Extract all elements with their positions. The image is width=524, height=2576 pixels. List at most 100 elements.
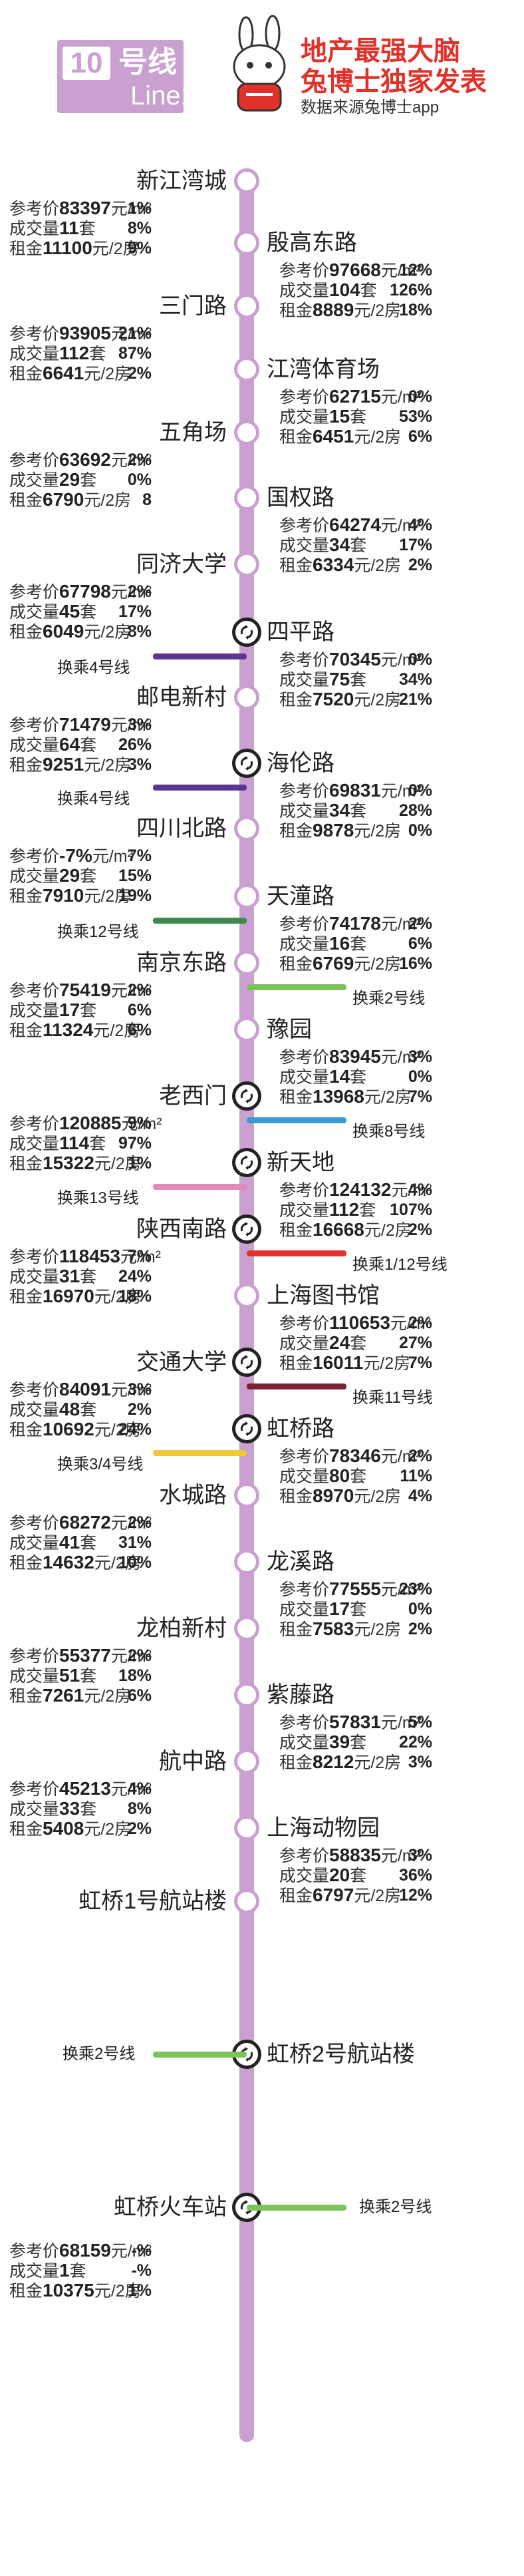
stat-value: 9251 bbox=[43, 754, 84, 775]
stat-value: 51 bbox=[59, 1665, 80, 1686]
station-marker[interactable] bbox=[234, 1616, 259, 1641]
stat-value: 6790 bbox=[43, 489, 84, 510]
stat-ref: 参考价124132元/m² bbox=[279, 1180, 432, 1200]
stat-change: 9% bbox=[127, 1114, 152, 1133]
stat-rent: 租金7520元/2房 bbox=[279, 689, 401, 710]
station-name[interactable]: 四川北路 bbox=[136, 816, 227, 841]
stat-rent: 租金8212元/2房 bbox=[279, 1752, 401, 1773]
station-marker[interactable] bbox=[234, 1749, 259, 1774]
station-name[interactable]: 海伦路 bbox=[267, 751, 334, 776]
station-name[interactable]: 三门路 bbox=[159, 293, 227, 319]
transfer-station-icon[interactable] bbox=[232, 1348, 261, 1377]
stat-unit: 套 bbox=[78, 220, 96, 238]
stat-value: 84091 bbox=[59, 1379, 111, 1399]
station-marker[interactable] bbox=[234, 1017, 259, 1042]
station-name[interactable]: 交通大学 bbox=[136, 1350, 227, 1375]
stat-change: 0% bbox=[408, 821, 432, 840]
stat-change: 18% bbox=[398, 301, 432, 319]
station-name[interactable]: 南京东路 bbox=[136, 950, 227, 976]
station-marker[interactable] bbox=[234, 1483, 259, 1508]
transfer-station-icon[interactable] bbox=[232, 1148, 261, 1177]
stat-unit: 套 bbox=[89, 345, 106, 363]
stat-label: 参考价 bbox=[279, 1181, 330, 1200]
station-name[interactable]: 新江湾城 bbox=[136, 168, 227, 194]
station-marker[interactable] bbox=[234, 230, 259, 256]
stat-unit: 元/m² bbox=[380, 782, 422, 801]
stat-value: 9878 bbox=[313, 820, 354, 840]
stat-value: 7261 bbox=[43, 1685, 84, 1706]
station-name[interactable]: 五角场 bbox=[159, 420, 227, 445]
station-marker[interactable] bbox=[234, 685, 259, 710]
stat-ref: 参考价67798元/m² bbox=[9, 582, 152, 602]
stat-deal: 成交量34套 bbox=[279, 801, 366, 821]
stat-label: 参考价 bbox=[9, 325, 60, 343]
transfer-station-icon[interactable] bbox=[232, 2040, 261, 2069]
stat-value: 7910 bbox=[43, 885, 84, 906]
transfer-line bbox=[153, 653, 247, 659]
station-name[interactable]: 豫园 bbox=[267, 1017, 312, 1042]
station-name[interactable]: 陕西南路 bbox=[136, 1216, 227, 1242]
station-marker[interactable] bbox=[234, 884, 259, 909]
stat-unit: 套 bbox=[350, 1867, 367, 1885]
stat-unit: 元/2房 bbox=[94, 1421, 142, 1439]
stat-label: 参考价 bbox=[279, 1580, 330, 1599]
stat-label: 租金 bbox=[279, 1354, 313, 1373]
stat-ref: 参考价120885元/m² bbox=[9, 1113, 162, 1134]
station-name[interactable]: 国权路 bbox=[267, 485, 334, 510]
stat-label: 成交量 bbox=[9, 1401, 60, 1419]
stat-ref: 参考价78346元/m² bbox=[279, 1446, 422, 1467]
stat-label: 参考价 bbox=[279, 262, 330, 280]
station-name[interactable]: 邮电新村 bbox=[136, 685, 227, 710]
station-name[interactable]: 虹桥火车站 bbox=[114, 2195, 227, 2220]
stat-value: 80 bbox=[329, 1465, 350, 1486]
station-marker[interactable] bbox=[234, 950, 259, 976]
station-marker[interactable] bbox=[234, 293, 259, 319]
station-name[interactable]: 虹桥1号航站楼 bbox=[78, 1889, 227, 1914]
station-name[interactable]: 老西门 bbox=[159, 1083, 227, 1109]
transfer-station-icon[interactable] bbox=[232, 618, 261, 647]
station-name[interactable]: 航中路 bbox=[159, 1749, 227, 1774]
stat-unit: 套 bbox=[350, 1068, 367, 1087]
station-marker[interactable] bbox=[234, 168, 259, 194]
transfer-station-icon[interactable] bbox=[232, 1414, 261, 1443]
station-name[interactable]: 江湾体育场 bbox=[267, 357, 380, 382]
stat-deal: 成交量24套 bbox=[279, 1333, 366, 1354]
transfer-line bbox=[153, 2052, 247, 2058]
transfer-station-icon[interactable] bbox=[232, 1214, 261, 1244]
station-marker[interactable] bbox=[234, 1549, 259, 1574]
station-name[interactable]: 水城路 bbox=[159, 1483, 227, 1508]
transfer-line bbox=[247, 1117, 346, 1123]
transfer-label: 换乘11号线 bbox=[352, 1389, 433, 1407]
station-marker[interactable] bbox=[234, 1682, 259, 1708]
station-name[interactable]: 上海图书馆 bbox=[267, 1283, 380, 1308]
stat-ref: 参考价-7%元/m² bbox=[9, 846, 133, 866]
station-marker[interactable] bbox=[234, 1283, 259, 1308]
transfer-station-icon[interactable] bbox=[232, 1081, 261, 1111]
stat-change: 4% bbox=[127, 1779, 152, 1798]
station-name[interactable]: 新天地 bbox=[267, 1150, 334, 1175]
station-name[interactable]: 四平路 bbox=[267, 620, 334, 645]
station-marker[interactable] bbox=[234, 357, 259, 382]
transfer-station-icon[interactable] bbox=[232, 749, 261, 778]
station-name[interactable]: 天潼路 bbox=[267, 884, 334, 909]
station-marker[interactable] bbox=[234, 485, 259, 510]
station-marker[interactable] bbox=[234, 1815, 259, 1841]
station-name[interactable]: 虹桥2号航站楼 bbox=[267, 2042, 415, 2067]
stat-unit: 元/m² bbox=[110, 1381, 152, 1399]
station-name[interactable]: 殷高东路 bbox=[267, 230, 357, 256]
station-name[interactable]: 同济大学 bbox=[136, 552, 227, 577]
station-name[interactable]: 虹桥路 bbox=[267, 1416, 334, 1441]
station-marker[interactable] bbox=[234, 1889, 259, 1914]
stat-value: 16970 bbox=[43, 1286, 94, 1306]
stat-unit: 元/m² bbox=[380, 262, 422, 280]
stat-deal: 成交量1套 bbox=[9, 2261, 86, 2281]
station-marker[interactable] bbox=[234, 816, 259, 841]
station-name[interactable]: 紫藤路 bbox=[267, 1682, 334, 1708]
station-marker[interactable] bbox=[234, 420, 259, 445]
station-marker[interactable] bbox=[234, 552, 259, 577]
station-name[interactable]: 龙柏新村 bbox=[136, 1616, 227, 1641]
station-name[interactable]: 龙溪路 bbox=[267, 1549, 334, 1574]
stat-label: 租金 bbox=[279, 1753, 313, 1772]
stat-label: 成交量 bbox=[279, 1467, 330, 1486]
station-name[interactable]: 上海动物园 bbox=[267, 1815, 380, 1841]
